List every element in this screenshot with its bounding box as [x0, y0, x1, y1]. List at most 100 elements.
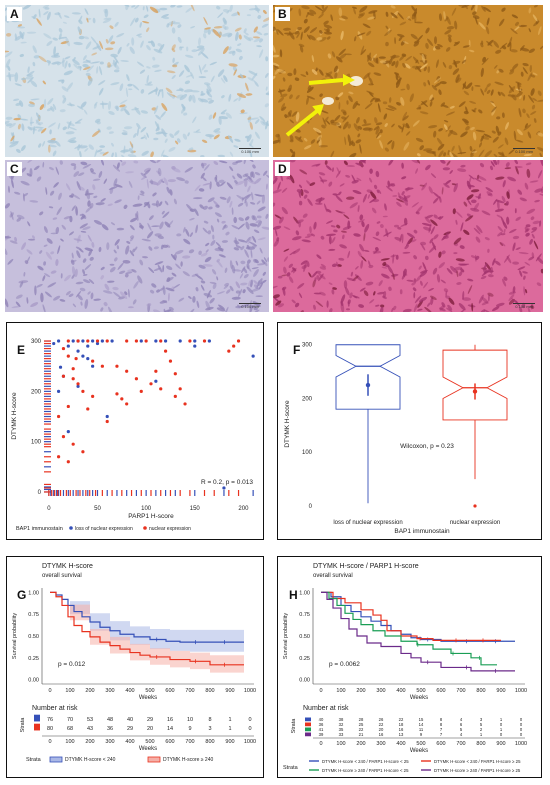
cell-nucleus: [291, 111, 298, 117]
cell-nucleus: [428, 287, 435, 292]
cell-nucleus: [108, 186, 118, 190]
cell-nucleus: [99, 65, 103, 76]
cell-nucleus: [59, 299, 66, 302]
cell-nucleus: [248, 160, 254, 163]
cell-nucleus: [121, 154, 125, 157]
cell-nucleus: [533, 5, 538, 8]
cell-nucleus: [200, 252, 208, 257]
cell-nucleus: [150, 40, 156, 47]
cell-nucleus: [207, 230, 212, 235]
cell-nucleus: [231, 225, 240, 230]
cell-nucleus: [443, 288, 449, 293]
cell-nucleus: [134, 213, 139, 221]
cell-nucleus: [188, 249, 195, 254]
cell-nucleus: [228, 63, 238, 67]
cell-nucleus: [189, 217, 195, 221]
cell-nucleus: [52, 217, 58, 220]
cell-nucleus: [540, 268, 543, 274]
cell-nucleus: [445, 125, 451, 133]
x-tick-label: 900: [225, 688, 234, 694]
cell-nucleus: [203, 220, 209, 224]
cell-nucleus: [66, 121, 75, 127]
cell-nucleus: [507, 176, 517, 182]
cell-nucleus: [49, 167, 54, 171]
x-axis-title: PARP1 H-score: [128, 513, 174, 520]
cell-nucleus: [311, 271, 318, 278]
cell-nucleus: [30, 80, 38, 88]
cell-nucleus: [40, 292, 44, 303]
risk-x-tick-label: 800: [476, 741, 485, 747]
cell-nucleus: [333, 65, 338, 73]
cell-nucleus: [60, 238, 64, 242]
x-tick-label: 700: [185, 688, 194, 694]
cell-nucleus: [247, 116, 252, 120]
cell-nucleus: [526, 113, 530, 119]
risk-x-tick-label: 400: [125, 739, 134, 745]
cell-nucleus: [229, 151, 234, 157]
cell-nucleus: [152, 192, 157, 197]
cell-nucleus: [73, 63, 80, 70]
x-tick-label: 400: [396, 688, 405, 694]
cell-nucleus: [441, 104, 449, 108]
cell-nucleus: [478, 109, 483, 114]
cell-nucleus: [411, 160, 419, 164]
cell-nucleus: [283, 266, 287, 274]
cell-nucleus: [159, 287, 165, 291]
legend-key: [49, 756, 63, 763]
cell-nucleus: [325, 233, 336, 237]
cell-nucleus: [459, 245, 465, 250]
cell-nucleus: [256, 200, 261, 205]
scatter-point: [81, 450, 85, 454]
cell-nucleus: [467, 184, 475, 188]
cell-nucleus: [319, 291, 326, 296]
cell-nucleus: [19, 118, 29, 121]
cell-nucleus: [316, 136, 321, 144]
cell-nucleus: [494, 81, 504, 86]
cell-nucleus: [281, 106, 287, 111]
cell-nucleus: [120, 291, 128, 299]
cell-nucleus: [390, 5, 396, 9]
cell-nucleus: [369, 168, 373, 174]
cell-nucleus: [114, 152, 118, 157]
cell-nucleus: [437, 216, 442, 220]
cell-nucleus: [318, 273, 326, 280]
cell-nucleus: [70, 259, 75, 265]
cell-nucleus: [219, 196, 227, 200]
cell-nucleus: [74, 121, 82, 124]
cell-nucleus: [376, 221, 381, 224]
cell-nucleus: [273, 75, 276, 80]
cell-nucleus: [242, 289, 246, 294]
cell-nucleus: [121, 161, 127, 166]
cell-nucleus: [255, 295, 263, 297]
risk-count: 0: [520, 722, 523, 727]
cell-nucleus: [500, 216, 505, 225]
risk-x-tick-label: 200: [356, 741, 365, 747]
scatter-point: [193, 339, 197, 343]
cell-nucleus: [391, 61, 396, 67]
scatter-point: [159, 387, 163, 391]
cell-nucleus: [511, 298, 519, 304]
cell-nucleus: [283, 27, 291, 31]
cell-nucleus: [228, 93, 232, 102]
risk-count: 3: [480, 717, 483, 722]
risk-count: 18: [399, 722, 404, 727]
cell-nucleus: [150, 179, 154, 185]
cell-nucleus: [104, 8, 109, 18]
cell-nucleus: [410, 239, 417, 243]
cell-nucleus: [102, 151, 109, 156]
panel-label-a: A: [7, 7, 22, 21]
cell-nucleus: [342, 111, 347, 116]
cell-nucleus: [189, 71, 195, 79]
cell-nucleus: [49, 190, 55, 196]
cell-nucleus: [26, 249, 33, 255]
cell-nucleus: [39, 104, 45, 111]
cell-nucleus: [44, 7, 50, 10]
cell-nucleus: [218, 254, 226, 258]
cell-nucleus: [518, 107, 522, 118]
cell-nucleus: [15, 148, 21, 153]
cell-nucleus: [139, 69, 146, 74]
cell-nucleus: [367, 16, 375, 20]
cell-nucleus: [137, 195, 140, 200]
cell-nucleus: [532, 72, 538, 76]
x-tick-label: 300: [376, 688, 385, 694]
